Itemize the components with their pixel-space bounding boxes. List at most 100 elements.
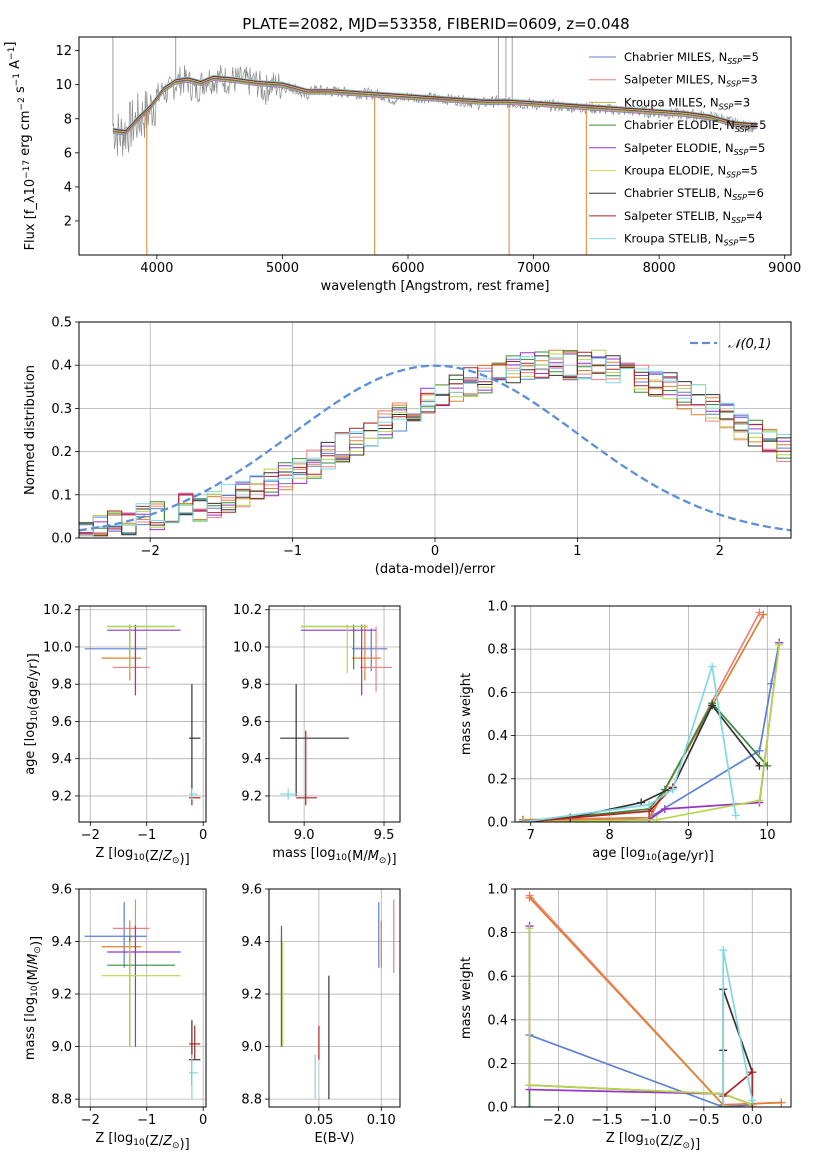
- data-point: [525, 924, 534, 933]
- x-tick-label: −2: [81, 1113, 100, 1128]
- data-point: [755, 746, 764, 755]
- x-tick-label: 8: [605, 828, 613, 843]
- x-tick-label: −1.5: [591, 1113, 623, 1128]
- data-point: [719, 1103, 728, 1107]
- y-tick-label: 9.0: [241, 1040, 262, 1055]
- legend-label: Kroupa ELODIE, NSSP=5: [624, 164, 758, 180]
- plot-area-age_vs_Z: [84, 624, 201, 806]
- y-tick-label: 0.4: [51, 359, 72, 374]
- x-tick-label: 0.10: [367, 1113, 396, 1128]
- y-tick-label: 9.4: [241, 752, 262, 767]
- y-tick-label: 0.2: [487, 772, 508, 787]
- data-point: [719, 946, 728, 955]
- y-tick-label: 0.1: [51, 488, 72, 503]
- legend-label: Kroupa STELIB, NSSP=5: [624, 232, 755, 248]
- panel-mw_vs_Z: −2.0 −1.5 −1.0 −0.5 0.0 0.0 0.2 0.4 0.6 0.8 1.0 Z […: [459, 883, 792, 1152]
- data-point: [748, 1068, 757, 1077]
- y-axis-label: mass [log10(M/M⊙)]: [23, 936, 44, 1060]
- y-tick-label: 12: [55, 44, 72, 59]
- plot-area-mass_vs_EBV: [280, 899, 395, 1100]
- y-tick-label: 8.8: [241, 1093, 262, 1108]
- legend-label: Salpeter STELIB, NSSP=4: [624, 209, 763, 225]
- y-axis-label: mass weight: [459, 957, 474, 1039]
- panel-mass_vs_Z: −2 −1 0 8.8 9.0 9.2 9.4 9.6 Z [log10(Z/Z⊙)] mass …: [23, 883, 207, 1153]
- panel-mw_vs_age: 7 8 9 10 0.0 0.2 0.4 0.6 0.8 1.0 age [log10(age/yr…: [459, 600, 792, 864]
- panel-age_vs_Z: −2 −1 0 9.2 9.4 9.6 9.8 10.0 10.2 Z [log10(Z/Z⊙)]…: [23, 603, 207, 867]
- x-tick-label: 9000: [768, 261, 801, 276]
- y-tick-label: 0.6: [487, 686, 508, 701]
- axes-frame: [514, 888, 792, 1108]
- y-tick-label: 9.8: [241, 678, 262, 693]
- x-tick-label: 2: [716, 544, 724, 559]
- y-axis-label: Flux [f_λ10−17 erg cm−2 s−1 A−1]: [3, 42, 38, 251]
- y-tick-label: 6: [64, 146, 72, 161]
- legend-label: Chabrier ELODIE, NSSP=5: [624, 118, 766, 134]
- x-axis-label: E(B-V): [314, 1131, 354, 1146]
- model-fit-line: [112, 79, 758, 135]
- x-tick-label: 0.05: [304, 1113, 333, 1128]
- x-tick-label: 5000: [266, 261, 299, 276]
- y-tick-label: 1.0: [487, 883, 508, 898]
- axes-frame: [514, 605, 792, 823]
- x-tick-label: 9.0: [294, 828, 315, 843]
- y-tick-label: 0.0: [51, 532, 72, 547]
- x-tick-label: −1: [137, 1113, 156, 1128]
- y-tick-label: 10.2: [233, 603, 262, 618]
- x-tick-label: 0.0: [742, 1113, 763, 1128]
- axes-frame: [78, 605, 207, 823]
- y-tick-label: 9.2: [241, 789, 262, 804]
- model-fit-line: [112, 78, 758, 134]
- histogram-step: [79, 355, 791, 537]
- y-tick-label: 2: [64, 214, 72, 229]
- data-point: [731, 811, 740, 820]
- y-tick-label: 8: [64, 112, 72, 127]
- legend-label: Salpeter ELODIE, NSSP=5: [624, 141, 765, 157]
- x-tick-label: 0: [199, 828, 207, 843]
- x-axis-label: (data-model)/error: [375, 562, 496, 577]
- y-tick-label: 9.6: [51, 715, 72, 730]
- y-tick-label: 1.0: [487, 600, 508, 615]
- series-line: [722, 989, 754, 1107]
- x-tick-label: 8000: [643, 261, 676, 276]
- series-line: [529, 1034, 753, 1107]
- figure-title: PLATE=2082, MJD=53358, FIBERID=0609, z=0…: [242, 15, 629, 33]
- data-point: [708, 662, 717, 671]
- y-tick-label: 9.4: [241, 935, 262, 950]
- data-point: [652, 815, 661, 822]
- series-line: [522, 644, 781, 822]
- data-point: [708, 701, 717, 710]
- axes-frame: [268, 888, 401, 1108]
- y-axis-label: Normed distribution: [23, 365, 38, 495]
- plot-area-mass_vs_Z: [84, 899, 201, 1100]
- x-axis-label: Z [log10(Z/Z⊙)]: [606, 1131, 700, 1152]
- x-tick-label: −2: [141, 544, 160, 559]
- y-tick-label: 0.4: [487, 1013, 508, 1028]
- x-tick-label: 1: [573, 544, 581, 559]
- x-axis-label: wavelength [Angstrom, rest frame]: [321, 279, 550, 294]
- series-line: [522, 614, 765, 821]
- x-tick-label: 0: [199, 1113, 207, 1128]
- plot-area-mw_vs_age: [518, 608, 784, 822]
- series-line: [528, 928, 753, 1106]
- x-tick-label: −1.0: [640, 1113, 672, 1128]
- panel-residuals: −2 −1 0 1 2 0.0 0.1 0.2 0.3 0.4 0.5 𝒩(0,1) (data-mod…: [23, 316, 792, 577]
- series-line: [522, 642, 781, 822]
- model-fit-line: [112, 74, 758, 131]
- y-tick-label: 0.2: [51, 445, 72, 460]
- x-tick-label: 6000: [391, 261, 424, 276]
- y-tick-label: 10.0: [43, 640, 72, 655]
- y-tick-label: 9.0: [51, 1040, 72, 1055]
- x-tick-label: 7000: [517, 261, 550, 276]
- y-tick-label: 10.2: [43, 603, 72, 618]
- legend-label: Chabrier STELIB, NSSP=6: [624, 186, 764, 202]
- axes-frame: [78, 321, 792, 539]
- plot-area-spectrum: [112, 37, 758, 255]
- plot-area-age_vs_mass: [280, 624, 393, 806]
- y-tick-label: 0.2: [487, 1057, 508, 1072]
- histogram-step: [79, 351, 791, 534]
- panel-mass_vs_EBV: 0.05 0.10 8.8 9.0 9.2 9.4 9.6 E(B-V): [241, 883, 401, 1146]
- model-fit-line: [112, 80, 758, 136]
- y-tick-label: 9.6: [241, 715, 262, 730]
- y-tick-label: 9.2: [51, 988, 72, 1003]
- x-tick-label: 7: [527, 828, 535, 843]
